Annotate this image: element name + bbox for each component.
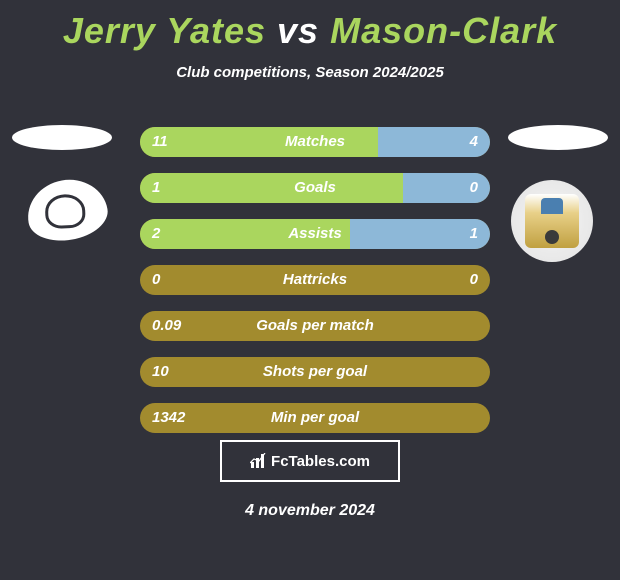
footer-brand-text: FcTables.com — [271, 453, 370, 470]
stat-value-left: 10 — [152, 357, 169, 387]
stat-row: Assists2 1 — [0, 213, 620, 259]
vs-label: vs — [277, 10, 319, 51]
stat-row: Goals per match0.09 — [0, 305, 620, 351]
stat-row: Matches11 4 — [0, 121, 620, 167]
stat-row: Hattricks0 0 — [0, 259, 620, 305]
stat-value-right: 4 — [470, 127, 478, 157]
stat-value-right: 0 — [470, 265, 478, 295]
stat-bar-bg: Hattricks0 0 — [140, 265, 490, 295]
stat-value-right: 0 — [470, 173, 478, 203]
stat-label: Goals — [140, 173, 490, 203]
stat-value-left: 1342 — [152, 403, 185, 433]
stat-bar-bg: Min per goal1342 — [140, 403, 490, 433]
stat-bar-bg: Shots per goal10 — [140, 357, 490, 387]
page-title: Jerry Yates vs Mason-Clark — [0, 0, 620, 52]
stat-bar-bg: Goals1 0 — [140, 173, 490, 203]
stat-bar-bg: Goals per match0.09 — [140, 311, 490, 341]
stats-chart: Matches114Goals10Assists21Hattricks00Goa… — [0, 121, 620, 443]
footer-date: 4 november 2024 — [0, 502, 620, 520]
stat-bar-bg: Assists2 1 — [140, 219, 490, 249]
stat-value-left: 2 — [152, 219, 160, 249]
stat-bar-bg: Matches11 4 — [140, 127, 490, 157]
stat-value-right: 1 — [470, 219, 478, 249]
stat-label: Hattricks — [140, 265, 490, 295]
stat-label: Assists — [140, 219, 490, 249]
stat-row: Min per goal1342 — [0, 397, 620, 443]
stat-label: Goals per match — [140, 311, 490, 341]
stat-value-left: 1 — [152, 173, 160, 203]
stat-value-left: 11 — [152, 127, 168, 157]
stat-value-left: 0 — [152, 265, 160, 295]
subtitle: Club competitions, Season 2024/2025 — [0, 64, 620, 81]
stat-row: Shots per goal10 — [0, 351, 620, 397]
player2-name: Mason-Clark — [330, 10, 557, 51]
stat-label: Matches — [140, 127, 490, 157]
stat-label: Shots per goal — [140, 357, 490, 387]
stat-value-left: 0.09 — [152, 311, 181, 341]
stat-row: Goals1 0 — [0, 167, 620, 213]
stat-label: Min per goal — [140, 403, 490, 433]
chart-icon — [250, 453, 266, 469]
footer-brand-box: FcTables.com — [220, 440, 400, 482]
player1-name: Jerry Yates — [63, 10, 266, 51]
